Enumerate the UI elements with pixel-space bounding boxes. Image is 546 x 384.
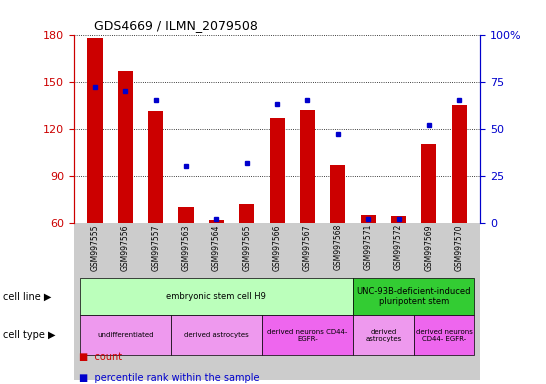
Text: derived astrocytes: derived astrocytes	[184, 332, 249, 338]
Bar	[360, 215, 376, 223]
Text: cell type ▶: cell type ▶	[3, 330, 55, 340]
Bar	[87, 38, 103, 223]
Text: UNC-93B-deficient-induced
pluripotent stem: UNC-93B-deficient-induced pluripotent st…	[357, 287, 471, 306]
Bar	[270, 118, 284, 223]
Bar	[239, 204, 254, 223]
Bar	[148, 111, 163, 223]
Text: embryonic stem cell H9: embryonic stem cell H9	[167, 292, 266, 301]
Bar	[179, 207, 194, 223]
Text: derived neurons CD44-
EGFR-: derived neurons CD44- EGFR-	[267, 329, 348, 341]
Bar	[209, 220, 224, 223]
Text: derived
astrocytes: derived astrocytes	[365, 329, 401, 341]
Text: derived neurons
CD44- EGFR-: derived neurons CD44- EGFR-	[416, 329, 472, 341]
Bar	[391, 217, 406, 223]
Text: undifferentiated: undifferentiated	[97, 332, 153, 338]
Text: ■  percentile rank within the sample: ■ percentile rank within the sample	[79, 373, 260, 383]
Text: cell line ▶: cell line ▶	[3, 291, 51, 302]
Text: ■  count: ■ count	[79, 352, 122, 362]
Bar	[452, 105, 467, 223]
Bar	[422, 144, 436, 223]
Text: GDS4669 / ILMN_2079508: GDS4669 / ILMN_2079508	[94, 19, 258, 32]
Bar	[330, 165, 346, 223]
Bar	[300, 110, 315, 223]
Bar	[118, 71, 133, 223]
